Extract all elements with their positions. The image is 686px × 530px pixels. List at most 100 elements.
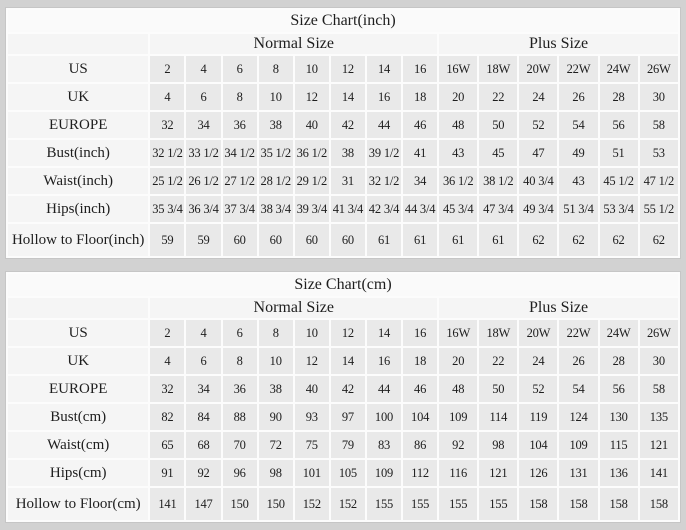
size-cell: 109 (439, 404, 478, 430)
table-row: UK 4 6 8 10 12 14 16 18 20 22 24 26 28 30 (8, 348, 678, 374)
size-cell: 22W (559, 56, 598, 82)
size-cell: 41 (403, 140, 438, 166)
size-cell: 34 1/2 (222, 140, 257, 166)
size-cell: 32 (150, 376, 185, 402)
size-cell: 141 (639, 460, 678, 486)
size-cell: 31 (330, 168, 365, 194)
size-cell: 112 (403, 460, 438, 486)
size-cell: 34 (403, 168, 438, 194)
size-cell: 38 (330, 140, 365, 166)
size-cell: 150 (258, 488, 293, 520)
size-cell: 8 (222, 84, 257, 110)
size-cell: 47 1/2 (639, 168, 678, 194)
size-cell: 14 (330, 348, 365, 374)
size-chart-cm-table: Size Chart(cm) Normal Size Plus Size US 2… (5, 271, 681, 523)
size-cell: 39 3/4 (294, 196, 329, 222)
size-cell: 52 (519, 112, 558, 138)
size-cell: 30 (639, 348, 678, 374)
row-label: US (8, 320, 149, 346)
size-cell: 131 (559, 460, 598, 486)
size-cell: 25 1/2 (150, 168, 185, 194)
size-cell: 61 (403, 224, 438, 256)
size-cell: 33 1/2 (186, 140, 221, 166)
size-cell: 40 (294, 112, 329, 138)
size-cell: 126 (519, 460, 558, 486)
size-cell: 12 (294, 348, 329, 374)
size-cell: 26W (639, 56, 678, 82)
size-cell: 100 (366, 404, 402, 430)
size-cell: 8 (258, 320, 293, 346)
size-cell: 60 (330, 224, 365, 256)
row-label: Hollow to Floor(cm) (8, 488, 149, 520)
size-cell: 22 (479, 84, 518, 110)
size-cell: 36 (222, 376, 257, 402)
size-cell: 68 (186, 432, 221, 458)
size-cell: 38 1/2 (479, 168, 518, 194)
size-cell: 114 (479, 404, 518, 430)
size-cell: 6 (186, 84, 221, 110)
size-cell: 4 (186, 56, 221, 82)
size-cell: 8 (258, 56, 293, 82)
plus-size-header: Plus Size (439, 298, 678, 318)
size-cell: 62 (639, 224, 678, 256)
size-cell: 18 (403, 348, 438, 374)
table-row: Bust(inch) 32 1/2 33 1/2 34 1/2 35 1/2 36 1/2… (8, 140, 678, 166)
size-cell: 18W (479, 320, 518, 346)
row-label: Waist(cm) (8, 432, 149, 458)
size-cell: 34 (186, 376, 221, 402)
size-cell: 92 (186, 460, 221, 486)
size-cell: 4 (150, 348, 185, 374)
size-cell: 26 1/2 (186, 168, 221, 194)
size-cell: 49 3/4 (519, 196, 558, 222)
size-cell: 98 (258, 460, 293, 486)
size-cell: 16 (403, 56, 438, 82)
size-cell: 65 (150, 432, 185, 458)
size-cell: 158 (559, 488, 598, 520)
row-label: UK (8, 84, 149, 110)
size-cell: 60 (258, 224, 293, 256)
size-cell: 92 (439, 432, 478, 458)
size-cell: 72 (258, 432, 293, 458)
size-cell: 48 (439, 376, 478, 402)
size-cell: 22W (559, 320, 598, 346)
size-cell: 62 (559, 224, 598, 256)
size-chart-inch-table: Size Chart(inch) Normal Size Plus Size U… (5, 7, 681, 259)
row-label: Hollow to Floor(inch) (8, 224, 149, 256)
size-cell: 36 (222, 112, 257, 138)
size-cell: 10 (294, 320, 329, 346)
row-label: Bust(cm) (8, 404, 149, 430)
size-cell: 60 (222, 224, 257, 256)
size-cell: 150 (222, 488, 257, 520)
size-cell: 54 (559, 376, 598, 402)
size-cell: 155 (366, 488, 402, 520)
size-cell: 46 (403, 112, 438, 138)
size-cell: 130 (599, 404, 638, 430)
row-label: UK (8, 348, 149, 374)
size-cell: 16 (403, 320, 438, 346)
size-cell: 52 (519, 376, 558, 402)
size-cell: 48 (439, 112, 478, 138)
size-cell: 45 (479, 140, 518, 166)
size-cell: 147 (186, 488, 221, 520)
size-cell: 75 (294, 432, 329, 458)
size-cell: 42 3/4 (366, 196, 402, 222)
row-label: Hips(cm) (8, 460, 149, 486)
size-cell: 24 (519, 84, 558, 110)
size-cell: 46 (403, 376, 438, 402)
normal-size-header: Normal Size (150, 34, 438, 54)
size-cell: 43 (439, 140, 478, 166)
row-label: Hips(inch) (8, 196, 149, 222)
table-title-cm: Size Chart(cm) (8, 274, 678, 296)
row-label: Waist(inch) (8, 168, 149, 194)
size-cell: 82 (150, 404, 185, 430)
size-cell: 91 (150, 460, 185, 486)
size-cell: 18 (403, 84, 438, 110)
table-row: Hips(cm) 91 92 96 98 101 105 109 112 116 121 126 131… (8, 460, 678, 486)
size-cell: 121 (479, 460, 518, 486)
size-cell: 136 (599, 460, 638, 486)
size-cell: 60 (294, 224, 329, 256)
size-cell: 61 (439, 224, 478, 256)
size-cell: 45 1/2 (599, 168, 638, 194)
size-cell: 35 1/2 (258, 140, 293, 166)
size-cell: 32 1/2 (150, 140, 185, 166)
